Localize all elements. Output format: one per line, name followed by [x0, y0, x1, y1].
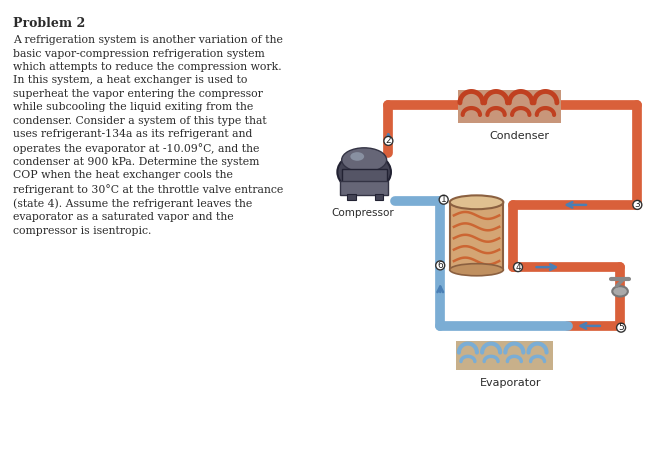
- Text: 3: 3: [634, 201, 640, 210]
- Ellipse shape: [612, 286, 628, 296]
- Text: 2: 2: [386, 136, 391, 145]
- Text: Evaporator: Evaporator: [480, 378, 542, 388]
- FancyBboxPatch shape: [347, 194, 356, 201]
- Ellipse shape: [337, 152, 391, 192]
- Text: Condenser: Condenser: [489, 131, 550, 142]
- Ellipse shape: [350, 152, 364, 161]
- Text: 4: 4: [515, 262, 521, 271]
- Circle shape: [436, 261, 445, 270]
- FancyBboxPatch shape: [450, 202, 503, 270]
- Ellipse shape: [450, 264, 503, 276]
- Text: Compressor: Compressor: [331, 208, 394, 219]
- FancyBboxPatch shape: [340, 181, 388, 194]
- Text: 5: 5: [618, 323, 624, 332]
- Circle shape: [384, 136, 393, 145]
- Text: A refrigeration system is another variation of the
basic vapor-compression refri: A refrigeration system is another variat…: [13, 35, 283, 236]
- Text: Problem 2: Problem 2: [13, 17, 86, 30]
- Text: 6: 6: [438, 261, 443, 270]
- FancyBboxPatch shape: [458, 90, 561, 123]
- Ellipse shape: [450, 195, 503, 209]
- Ellipse shape: [342, 148, 386, 172]
- Circle shape: [633, 201, 642, 210]
- Circle shape: [439, 195, 448, 204]
- Circle shape: [513, 262, 523, 271]
- FancyBboxPatch shape: [456, 341, 553, 370]
- Text: 1: 1: [441, 195, 447, 204]
- FancyBboxPatch shape: [374, 194, 383, 201]
- FancyBboxPatch shape: [342, 169, 386, 182]
- Circle shape: [616, 323, 626, 332]
